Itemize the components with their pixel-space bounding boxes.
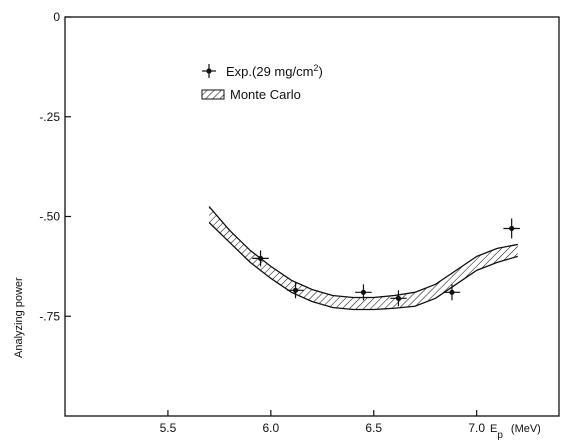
legend-exp-label-sup: 2 (313, 63, 318, 73)
y-tick-label: 0 (53, 10, 60, 24)
legend: Exp.(29 mg/cm2) Monte Carlo (201, 63, 323, 102)
y-tick-label: -.75 (39, 309, 60, 323)
legend-monte-carlo-swatch (201, 89, 225, 100)
x-axis-label-main: E (490, 423, 497, 435)
monte-carlo-lower-edge (208, 222, 519, 311)
data-point-marker (257, 255, 264, 261)
data-point-marker (395, 295, 402, 301)
y-axis-ticks: 0 -.25 -.50 -.75 (39, 10, 71, 323)
exp-data-point (355, 284, 372, 301)
data-point-marker (449, 289, 455, 295)
x-axis-label-unit: (MeV) (511, 423, 541, 435)
data-point-marker (292, 287, 299, 293)
legend-monte-carlo-label: Monte Carlo (230, 87, 301, 102)
exp-data-point (390, 290, 407, 307)
legend-exp-label-close: ) (318, 64, 322, 79)
legend-exp-label-main: Exp.(29 mg/cm (226, 64, 313, 79)
x-tick-label: 7.0 (468, 421, 485, 435)
exp-data-point (503, 218, 520, 239)
x-tick-label: 6.5 (365, 421, 382, 435)
x-axis-label-sub: p (497, 430, 503, 441)
y-tick-label: -.50 (39, 210, 60, 224)
monte-carlo-band (209, 206, 518, 310)
legend-exp-marker (202, 64, 216, 78)
exp-data-point (252, 250, 269, 267)
x-axis-label: Ep (MeV) (490, 423, 541, 441)
legend-exp-label: Exp.(29 mg/cm2) (226, 63, 323, 79)
x-axis-ticks: 5.5 6.0 6.5 7.0 (160, 410, 485, 435)
monte-carlo-upper-edge (208, 206, 518, 299)
y-axis-label: Analyzing power (13, 277, 25, 358)
x-tick-label: 6.0 (262, 421, 279, 435)
data-point-marker (360, 289, 367, 295)
exp-data-point (287, 282, 304, 299)
data-point-marker (509, 225, 515, 232)
exp-data-point (443, 284, 461, 301)
exp-points-layer (252, 218, 520, 307)
x-tick-label: 5.5 (160, 421, 177, 435)
y-tick-label: -.25 (39, 110, 60, 124)
